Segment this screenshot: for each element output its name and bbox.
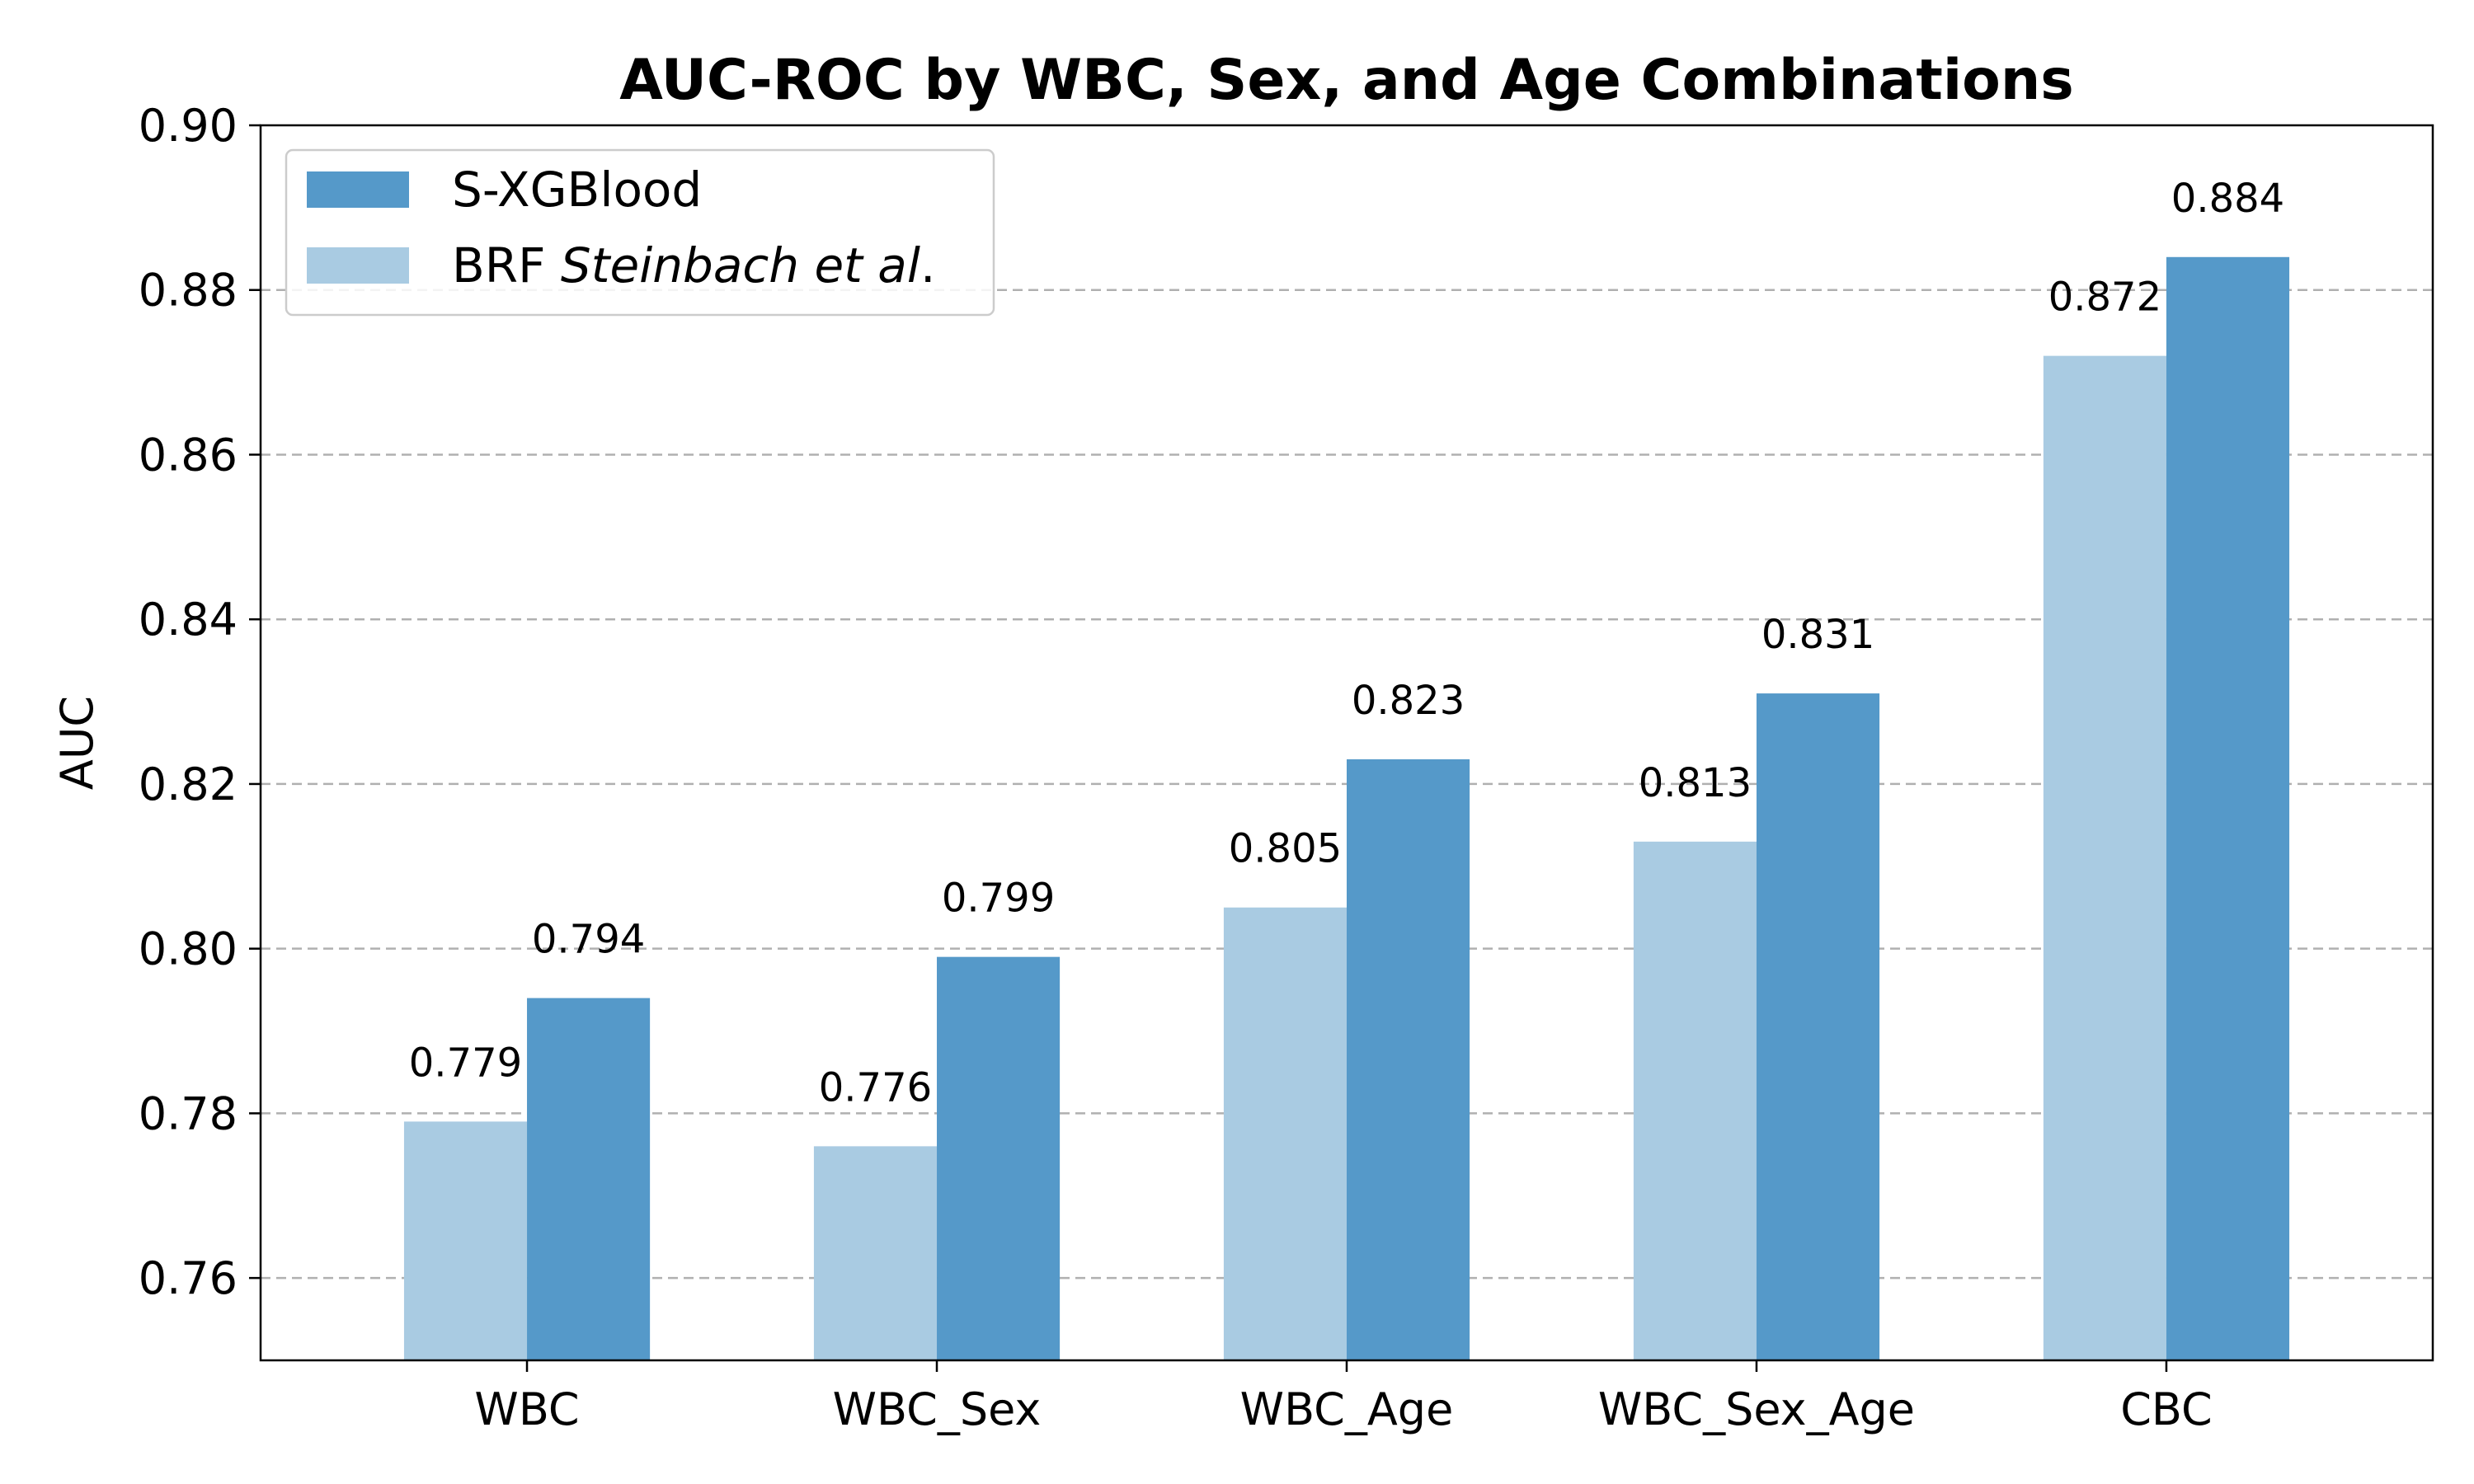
x-tick-label: WBC_Sex_Age bbox=[1598, 1383, 1915, 1435]
y-tick-label: 0.84 bbox=[139, 594, 238, 646]
bar-brf-cbc bbox=[2043, 355, 2166, 1360]
value-label: 0.776 bbox=[819, 1064, 932, 1111]
chart-title: AUC-ROC by WBC, Sex, and Age Combination… bbox=[619, 48, 2073, 113]
legend-swatch bbox=[307, 247, 409, 284]
y-tick-label: 0.78 bbox=[139, 1087, 238, 1139]
x-tick-label: CBC bbox=[2120, 1383, 2213, 1435]
bar-sxgblood-cbc bbox=[2166, 256, 2290, 1361]
legend-box bbox=[285, 148, 995, 317]
bar-brf-wbc bbox=[403, 1121, 528, 1360]
y-axis: 0.76 0.78 0.80 0.82 0.84 0.86 0.88 0.90 bbox=[139, 100, 261, 1304]
x-tick-label: WBC_Sex bbox=[833, 1383, 1042, 1435]
x-tick-label: WBC_Age bbox=[1240, 1383, 1454, 1435]
bar-brf-wbc-sex bbox=[813, 1146, 938, 1360]
bar-brf-wbc-age bbox=[1223, 907, 1347, 1360]
y-tick-label: 0.88 bbox=[139, 265, 238, 317]
y-tick-label: 0.80 bbox=[139, 923, 238, 975]
value-label: 0.823 bbox=[1352, 678, 1465, 724]
legend: S-XGBlood BRF Steinbach et al. bbox=[285, 148, 995, 317]
value-label: 0.794 bbox=[532, 917, 645, 963]
bars bbox=[403, 256, 2290, 1361]
y-axis-label: AUC bbox=[51, 696, 103, 790]
x-tick-label: WBC bbox=[474, 1383, 579, 1435]
value-label: 0.799 bbox=[942, 876, 1055, 922]
value-label: 0.805 bbox=[1229, 826, 1342, 872]
value-label: 0.872 bbox=[2048, 275, 2161, 321]
y-tick-label: 0.76 bbox=[139, 1252, 238, 1304]
y-tick-label: 0.86 bbox=[139, 429, 238, 481]
bar-brf-wbc-sex-age bbox=[1633, 841, 1757, 1360]
legend-label: BRF Steinbach et al. bbox=[452, 237, 935, 294]
legend-swatch bbox=[307, 171, 409, 208]
value-label: 0.831 bbox=[1761, 612, 1874, 658]
value-label: 0.779 bbox=[409, 1040, 522, 1086]
x-axis: WBC WBC_Sex WBC_Age WBC_Sex_Age CBC bbox=[474, 1360, 2213, 1435]
y-tick-label: 0.82 bbox=[139, 758, 238, 810]
value-labels: 0.779 0.794 0.776 0.799 0.805 0.823 0.813 0.831… bbox=[409, 176, 2284, 1111]
bar-sxgblood-wbc-sex bbox=[937, 956, 1061, 1360]
bar-sxgblood-wbc-sex-age bbox=[1756, 693, 1880, 1360]
bar-sxgblood-wbc bbox=[527, 998, 651, 1360]
legend-label: S-XGBlood bbox=[452, 162, 702, 218]
value-label: 0.813 bbox=[1639, 760, 1752, 806]
y-tick-label: 0.90 bbox=[139, 100, 238, 152]
value-label: 0.884 bbox=[2171, 176, 2284, 222]
bar-sxgblood-wbc-age bbox=[1347, 758, 1470, 1360]
